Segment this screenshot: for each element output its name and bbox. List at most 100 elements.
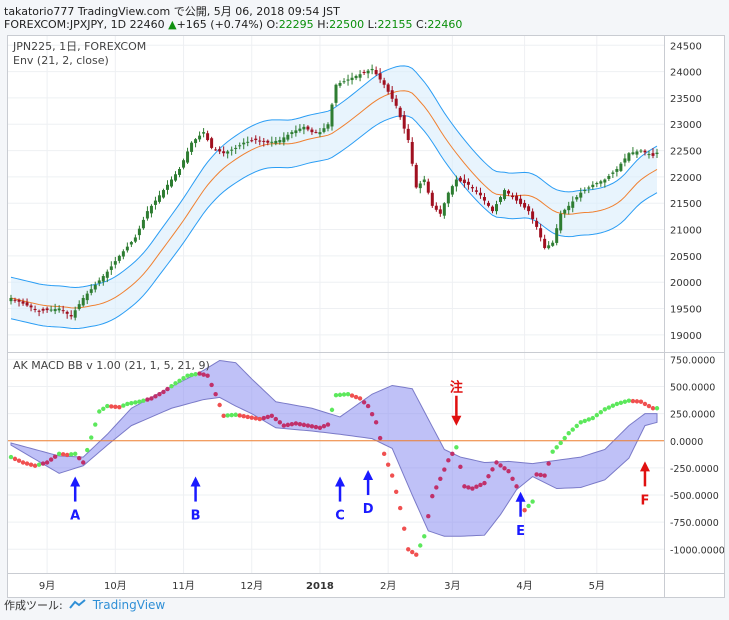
macd-dot xyxy=(478,482,483,488)
candle-body xyxy=(474,190,478,192)
signal-label: B xyxy=(191,509,201,524)
macd-axis-label: -500.0000 xyxy=(670,491,719,502)
candle-body xyxy=(442,203,446,216)
macd-dot xyxy=(486,474,491,479)
candle-body xyxy=(282,137,286,143)
symbol-quote: FOREXCOM:JPXJPY, 1D 22460 ▲+165 (+0.74%)… xyxy=(4,18,462,31)
macd-dot xyxy=(169,383,174,389)
candle-body xyxy=(81,297,85,306)
macd-dot xyxy=(458,464,463,470)
candle-body xyxy=(89,289,93,293)
candle-body xyxy=(125,246,129,251)
candle-body xyxy=(278,140,282,143)
macd-dot xyxy=(598,410,604,415)
candle-body xyxy=(490,206,494,212)
macd-dot xyxy=(638,399,644,404)
candle-body xyxy=(310,129,314,133)
candle-body xyxy=(37,310,41,312)
candle-body xyxy=(519,198,523,205)
low-value: 22155 xyxy=(377,18,413,31)
chart-container[interactable]: A B C D 注 E F 24500 24000 23500 23000 22500 22000 21… xyxy=(7,35,725,598)
footer: 作成ツール: TradingView xyxy=(4,597,165,613)
price-axis-label: 22500 xyxy=(670,147,702,158)
close-value: 22460 xyxy=(427,18,463,31)
macd-dot xyxy=(281,423,287,428)
candle-body xyxy=(478,192,482,196)
macd-dot xyxy=(237,413,242,418)
candle-body xyxy=(651,153,655,156)
candle-body xyxy=(137,228,141,236)
signal-arrow-b: B xyxy=(190,476,201,524)
low-label: L: xyxy=(367,18,378,31)
candle-body xyxy=(406,128,410,141)
macd-dot xyxy=(249,415,254,420)
macd-dot xyxy=(470,486,475,491)
candle-body xyxy=(334,84,338,103)
candle-body xyxy=(178,168,182,175)
up-arrow-head xyxy=(335,476,346,487)
candle-body xyxy=(242,142,246,145)
publish-info: takatorio777 TradingView.com で公開, 5月 06,… xyxy=(4,5,340,18)
candle-body xyxy=(73,310,77,318)
candle-body xyxy=(615,168,619,172)
macd-dot xyxy=(133,400,138,405)
macd-dot xyxy=(68,452,74,457)
macd-dot xyxy=(16,458,22,463)
candle-body xyxy=(290,132,294,135)
signal-label: D xyxy=(363,502,374,517)
candle-body xyxy=(97,280,101,284)
candle-body xyxy=(294,130,298,134)
candle-body xyxy=(57,308,61,311)
candle-body xyxy=(306,126,310,130)
macd-dot xyxy=(109,404,114,409)
envelope-fill xyxy=(11,65,657,329)
macd-dot xyxy=(141,398,146,403)
tradingview-logo-icon[interactable] xyxy=(68,598,87,612)
macd-dot xyxy=(365,403,371,409)
macd-dot xyxy=(630,398,636,404)
candle-body xyxy=(93,284,97,290)
macd-dot xyxy=(277,420,283,425)
time-axis-label: 2月 xyxy=(380,580,396,592)
macd-dot xyxy=(209,382,214,388)
envelope-lower-line xyxy=(10,115,658,330)
candle-body xyxy=(286,134,290,140)
candle-body xyxy=(61,310,65,312)
macd-dot xyxy=(24,461,30,466)
candle-body xyxy=(318,132,322,135)
macd-dot xyxy=(446,458,451,463)
candle-body xyxy=(446,192,450,204)
macd-dot xyxy=(538,472,543,478)
candle-body xyxy=(161,190,165,198)
candle-body xyxy=(250,140,254,142)
macd-dot xyxy=(309,424,315,429)
macd-dot xyxy=(438,476,443,481)
macd-dot xyxy=(177,378,182,383)
chart-canvas[interactable]: A B C D 注 E F 24500 24000 23500 23000 22500 22000 21… xyxy=(8,36,725,597)
macd-axis-label: -1000.0000 xyxy=(670,545,724,556)
signal-arrow-a: A xyxy=(70,476,80,524)
candle-body xyxy=(382,80,386,85)
candle-body xyxy=(595,183,599,185)
macd-dot xyxy=(333,393,339,398)
candle-body xyxy=(655,152,659,155)
macd-dot xyxy=(626,398,632,403)
time-axis-label: 12月 xyxy=(240,580,263,592)
macd-dot xyxy=(273,416,279,422)
time-axis-label: 5月 xyxy=(589,580,605,592)
candle-body xyxy=(109,266,113,270)
candle-body xyxy=(210,138,214,148)
macd-dot xyxy=(52,454,58,459)
macd-dot xyxy=(530,499,535,504)
macd-dot xyxy=(12,456,18,462)
macd-dot xyxy=(121,403,126,408)
time-axis-label: 2018 xyxy=(306,581,334,592)
tradingview-link[interactable]: TradingView xyxy=(92,598,166,612)
macd-dot xyxy=(305,423,311,428)
price-axis-label: 20000 xyxy=(670,278,702,289)
candle-body xyxy=(49,309,53,311)
macd-dot xyxy=(245,414,250,420)
candle-body xyxy=(9,297,13,302)
macd-dot xyxy=(185,373,190,378)
macd-dot xyxy=(301,422,307,428)
